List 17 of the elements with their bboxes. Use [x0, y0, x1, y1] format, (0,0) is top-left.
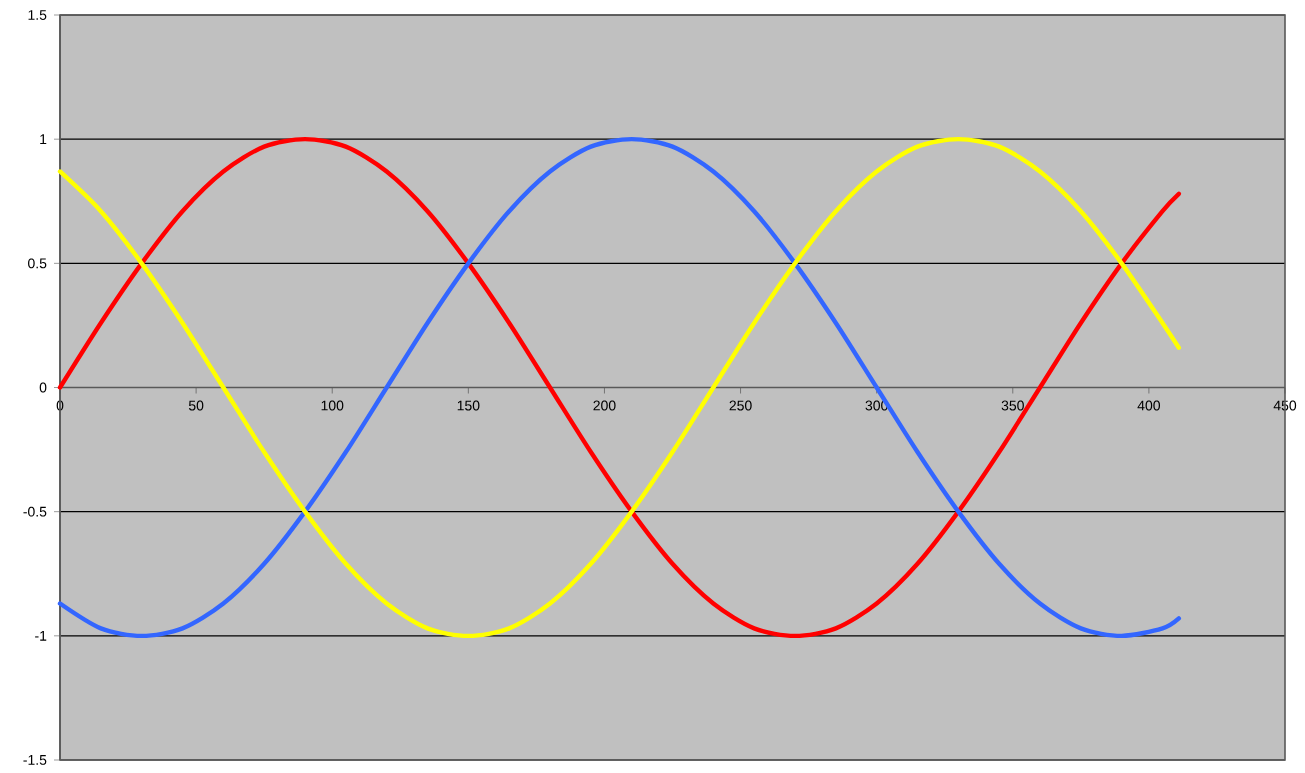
x-tick-label: 400	[1137, 400, 1161, 411]
x-tick-label: 50	[188, 400, 204, 411]
y-tick-label: -1	[35, 631, 47, 641]
x-tick-label: 250	[729, 400, 752, 411]
y-tick-label: 1	[40, 134, 47, 144]
line-series	[57, 136, 1182, 639]
y-tick-label: 1.5	[28, 10, 47, 20]
y-tick-label: 0	[39, 382, 47, 393]
x-tick-label: 200	[593, 400, 616, 411]
y-tick-label: -0.5	[23, 506, 47, 517]
x-tick-label: 450	[1273, 400, 1297, 411]
x-tick-label: 150	[457, 400, 480, 411]
y-tick-label: 0.5	[28, 258, 47, 269]
x-tick-label: 100	[321, 400, 344, 411]
y-tick-label: -1.5	[23, 755, 47, 765]
x-tick-label: 0	[56, 400, 64, 411]
x-tick-label: 350	[1001, 400, 1024, 411]
